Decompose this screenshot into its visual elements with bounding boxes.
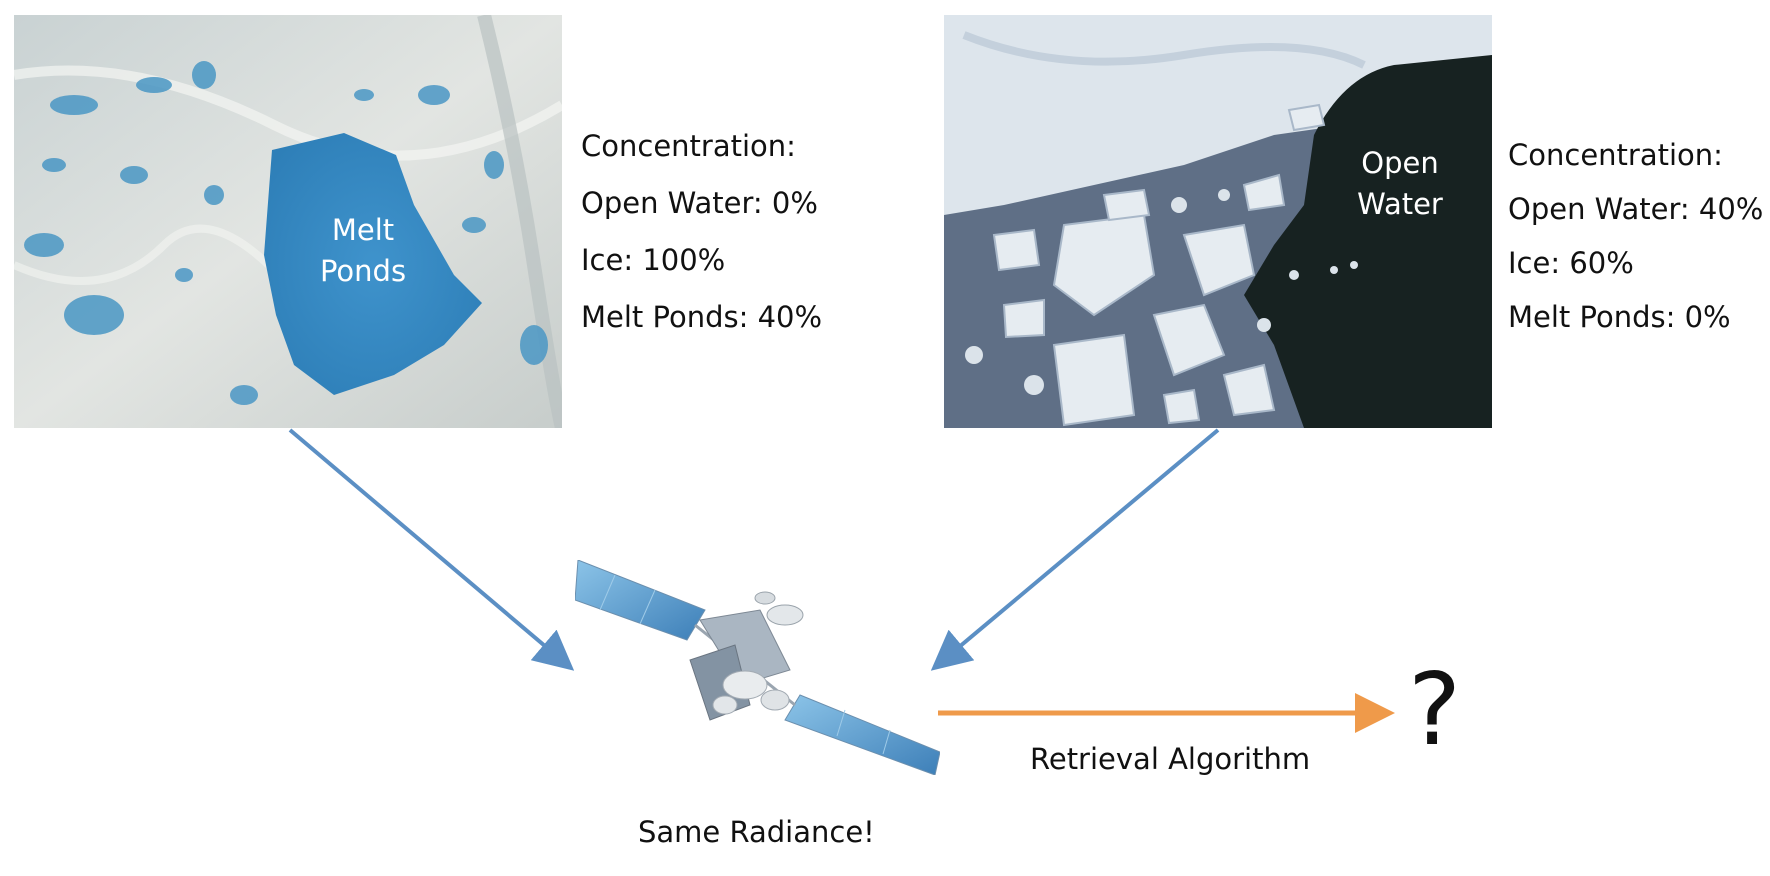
right-concentration-list: Concentration: Open Water: 40% Ice: 60% … [1508, 128, 1763, 344]
left-melt-ponds-value: Melt Ponds: 40% [581, 300, 823, 334]
right-concentration-heading: Concentration: [1508, 138, 1723, 172]
same-radiance-caption: Same Radiance! [638, 815, 875, 849]
right-open-water-value: Open Water: 40% [1508, 192, 1764, 226]
unknown-result-symbol: ? [1408, 651, 1462, 768]
left-concentration-heading: Concentration: [581, 129, 796, 163]
right-ice-value: Ice: 60% [1508, 246, 1634, 280]
left-concentration-list: Concentration: Open Water: 0% Ice: 100% … [581, 118, 822, 346]
left-ice-value: Ice: 100% [581, 243, 726, 277]
melt-ponds-label: Melt Ponds [319, 213, 407, 288]
melt-ponds-photo [14, 15, 562, 428]
left-open-water-value: Open Water: 0% [581, 186, 818, 220]
right-melt-ponds-value: Melt Ponds: 0% [1508, 300, 1731, 334]
open-water-photo [944, 15, 1492, 428]
right-input-arrow [930, 428, 1220, 671]
satellite-icon [574, 559, 941, 779]
open-water-label: Open Water [1357, 146, 1443, 221]
left-input-arrow [288, 428, 575, 671]
retrieval-algorithm-label: Retrieval Algorithm [1030, 742, 1311, 776]
